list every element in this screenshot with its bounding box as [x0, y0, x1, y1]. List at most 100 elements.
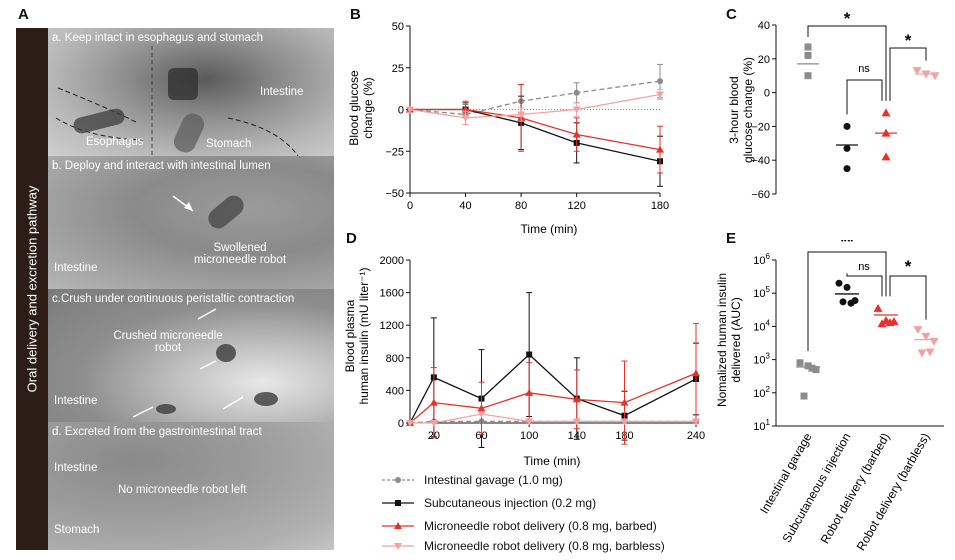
y-tick-exponent: 2 — [766, 385, 771, 394]
xray-caption-d: d. Excreted from the gastrointestinal tr… — [52, 426, 262, 438]
y-tick-label: −60 — [751, 189, 770, 201]
xray-c-drawing — [132, 308, 278, 418]
data-point-barbless — [656, 91, 664, 99]
legend-label-subq: Subcutaneous injection (0.2 mg) — [424, 496, 597, 510]
data-point-subq — [835, 279, 843, 287]
data-point-gavage — [804, 51, 812, 59]
y-tick-label: 0 — [764, 88, 770, 100]
data-point-barbless — [572, 418, 581, 426]
y-tick-label: 800 — [386, 353, 404, 365]
y-tick-label: 102 — [753, 385, 770, 400]
y-tick-base: 10 — [753, 421, 765, 433]
data-point-barbless — [921, 332, 931, 341]
y-tick-label: 103 — [753, 352, 770, 367]
y-tick-label: 2000 — [380, 255, 404, 267]
data-point-barbless — [461, 114, 470, 122]
y-tick-label: 400 — [386, 385, 404, 397]
y-tick-label: 20 — [758, 54, 770, 66]
y-tick-label: −25 — [385, 146, 404, 158]
label-crushed-robot: Crushed microneedle robot — [113, 330, 223, 354]
chart-c-ylabel-1: 3-hour blood — [727, 76, 741, 143]
pathway-sidebar: Oral delivery and excretion pathway — [16, 28, 48, 550]
panel-letter-d: D — [346, 230, 357, 247]
data-point-barbless — [406, 106, 414, 114]
label-stomach-a: Stomach — [206, 138, 252, 150]
label-esophagus: Esophagus — [86, 136, 144, 148]
data-point-barbless — [917, 349, 927, 358]
label-intestine-d: Intestine — [54, 462, 98, 474]
label-stomach-d: Stomach — [54, 524, 100, 536]
y-tick-exponent: 1 — [766, 418, 771, 427]
data-point-barbless — [913, 326, 923, 335]
sig-label-1: ** — [840, 240, 854, 251]
label-intestine-b: Intestine — [54, 262, 98, 274]
data-point-subq — [839, 298, 847, 306]
data-point-barbed — [881, 128, 891, 137]
data-point-barbed — [881, 108, 891, 117]
chart-d-xlabel: Time (min) — [524, 454, 581, 468]
data-point-barbed — [620, 398, 629, 406]
data-point-subq — [843, 144, 851, 152]
data-point-barbless — [925, 348, 935, 357]
chart-b-ylabel-2: change (%) — [361, 77, 375, 138]
data-point-barbless — [912, 67, 922, 76]
sidebar-title: Oral delivery and excretion pathway — [24, 185, 40, 393]
label-intestine-a: Intestine — [260, 86, 304, 98]
data-point-barbless — [692, 418, 700, 426]
x-tick-label: 0 — [407, 200, 413, 212]
data-point-subq — [526, 351, 533, 358]
y-tick-base: 10 — [753, 388, 765, 400]
legend-item-gavage: Intestinal gavage (1.0 mg) — [380, 473, 563, 487]
panel-letter-a: A — [18, 6, 29, 23]
data-point-barbless — [429, 420, 438, 427]
data-point-gavage — [800, 392, 808, 400]
xray-caption-b: b. Deploy and interact with intestinal l… — [52, 160, 271, 172]
y-tick-base: 10 — [753, 255, 765, 267]
y-tick-base: 10 — [753, 321, 765, 333]
chart-b-xlabel: Time (min) — [521, 222, 578, 236]
data-point-barbed — [881, 152, 891, 161]
label-intestine-c: Intestine — [54, 395, 98, 407]
chart-e-ylabel-2: delivered (AUC) — [729, 297, 743, 382]
chart-b-glucose-change: Blood glucose change (%) Time (min) 50 25… — [347, 21, 669, 236]
sig-bracket-2 — [846, 79, 883, 115]
data-point-subq — [843, 165, 851, 173]
x-tick-label: 180 — [651, 200, 669, 212]
chart-d-ylabel-1: Blood plasma — [343, 299, 357, 372]
y-tick-label: 50 — [392, 21, 404, 33]
sig-bracket-1 — [807, 251, 887, 351]
data-point-subq — [847, 299, 855, 307]
data-point-barbless — [525, 418, 534, 426]
sig-label-1: * — [844, 10, 851, 28]
data-point-subq — [843, 122, 851, 130]
y-tick-label: 101 — [753, 418, 770, 433]
legend-swatch-gavage — [382, 477, 414, 483]
data-point-barbless — [620, 418, 629, 426]
series-line-barbless — [409, 93, 661, 119]
xray-caption-c: c.Crush under continuous peristaltic con… — [52, 293, 295, 305]
sig-bracket-3 — [889, 47, 927, 101]
data-point-barbless — [929, 338, 939, 347]
legend-item-barbed: Microneedle robot delivery (0.8 mg, barb… — [380, 519, 657, 533]
data-point-barbless — [930, 72, 940, 81]
data-point-gavage — [796, 359, 804, 367]
chart-e-insulin-auc: Nomalized human insulin delivered (AUC) … — [716, 240, 944, 553]
legend-label-barbed: Microneedle robot delivery (0.8 mg, barb… — [424, 519, 657, 533]
chart-d-plasma-insulin: Blood plasma human insulin (mU liter⁻¹) … — [343, 255, 705, 468]
y-tick-label: 106 — [753, 252, 770, 267]
sig-bracket-3 — [889, 275, 927, 320]
y-tick-label: 104 — [753, 318, 770, 333]
data-point-barbed — [477, 404, 486, 412]
sig-label-2: ns — [858, 63, 870, 75]
data-point-barbed — [525, 388, 534, 396]
data-point-barbless — [921, 70, 931, 79]
y-tick-label: 105 — [753, 285, 770, 300]
data-point-gavage — [812, 366, 820, 374]
xray-panel-d: d. Excreted from the gastrointestinal tr… — [48, 422, 334, 550]
y-tick-base: 10 — [753, 288, 765, 300]
data-point-barbed — [572, 130, 581, 138]
data-point-barbed — [877, 319, 887, 328]
xray-a-drawing — [55, 46, 299, 156]
data-point-gavage — [657, 78, 663, 85]
y-tick-exponent: 4 — [766, 318, 771, 327]
